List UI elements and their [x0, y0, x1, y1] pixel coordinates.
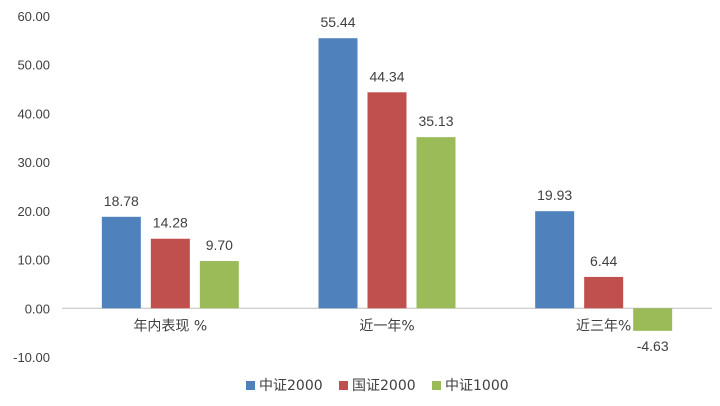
bar-1-1: [101, 216, 141, 309]
y-tick-label: 40.00: [17, 106, 50, 121]
data-label: 44.34: [369, 68, 404, 84]
y-tick-label: 10.00: [17, 253, 50, 268]
legend-label: 国证2000: [352, 378, 416, 394]
data-label: -4.63: [637, 338, 669, 354]
category-label: 年内表现 %: [133, 318, 207, 334]
data-label: 18.78: [104, 193, 139, 209]
bars-layer: [101, 38, 673, 331]
bar-2-2: [367, 92, 407, 309]
y-tick-label: 50.00: [17, 58, 50, 73]
bar-2-3: [584, 276, 624, 309]
legend-swatch: [432, 381, 441, 390]
legend-label: 中证1000: [445, 378, 509, 394]
y-axis-ticks: -10.00 0.00 10.00 20.00 30.00 40.00 50.00 60.00: [13, 9, 50, 365]
bar-3-1: [199, 261, 239, 309]
legend-swatch: [246, 381, 255, 390]
category-label: 近一年%: [359, 318, 414, 334]
y-tick-label: 60.00: [17, 9, 50, 24]
category-label: 近三年%: [576, 318, 631, 334]
category-labels: 年内表现 % 近一年% 近三年%: [133, 318, 631, 334]
data-label: 6.44: [590, 253, 617, 269]
bar-2-1: [150, 238, 190, 309]
legend-swatch: [339, 381, 348, 390]
data-label: 14.28: [153, 215, 188, 231]
bar-1-2: [318, 38, 358, 309]
data-label: 9.70: [206, 237, 233, 253]
y-tick-label: 20.00: [17, 204, 50, 219]
legend-label: 中证2000: [259, 378, 323, 394]
data-label: 55.44: [320, 14, 355, 30]
bar-3-2: [416, 137, 456, 309]
data-labels-layer: 18.78 14.28 9.70 55.44 44.34 35.13 19.93 6.44 -4…: [104, 14, 669, 354]
y-tick-label: 0.00: [25, 301, 50, 316]
bar-1-3: [535, 211, 575, 309]
data-label: 19.93: [537, 187, 572, 203]
y-tick-label: 30.00: [17, 155, 50, 170]
bar-3-3: [633, 308, 673, 331]
legend: 中证2000 国证2000 中证1000: [246, 378, 509, 394]
y-tick-label: -10.00: [13, 350, 50, 365]
data-label: 35.13: [418, 113, 453, 129]
